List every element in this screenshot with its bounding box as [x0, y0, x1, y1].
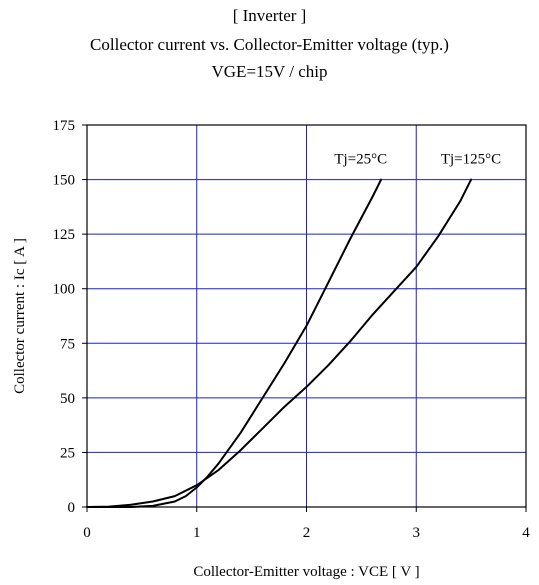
x-tick-label: 1: [193, 525, 201, 541]
y-tick-label: 125: [53, 227, 76, 243]
chart-subtitle: VGE=15V / chip: [211, 62, 328, 81]
series-label-tj125: Tj=125°C: [441, 152, 501, 168]
chart-heading: [ Inverter ]: [232, 6, 307, 25]
series-label-tj25: Tj=25°C: [334, 152, 387, 168]
tick-labels: 0 25 50 75 100 125 150 175 0 1 2 3 4: [53, 118, 531, 541]
chart-title: Collector current vs. Collector-Emitter …: [90, 35, 449, 54]
y-tick-label: 150: [53, 173, 76, 189]
x-axis-label: Collector-Emitter voltage : VCE [ V ]: [193, 564, 419, 580]
x-tick-label: 4: [522, 525, 530, 541]
y-tick-label: 75: [60, 336, 75, 352]
series-line-tj25: [86, 178, 383, 508]
y-tick-label: 100: [53, 282, 76, 298]
series-lines: [86, 178, 473, 508]
y-tick-label: 25: [60, 445, 75, 461]
y-tick-label: 50: [60, 391, 75, 407]
x-tick-label: 2: [303, 525, 311, 541]
y-tick-label: 175: [53, 118, 76, 134]
x-tick-label: 0: [83, 525, 91, 541]
y-tick-label: 0: [68, 500, 76, 516]
x-tick-label: 3: [413, 525, 421, 541]
y-axis-label: Collector current : Ic [ A ]: [12, 238, 28, 394]
plot-frame: [86, 124, 527, 508]
grid-lines: [82, 124, 527, 512]
series-line-tj125: [86, 178, 473, 508]
